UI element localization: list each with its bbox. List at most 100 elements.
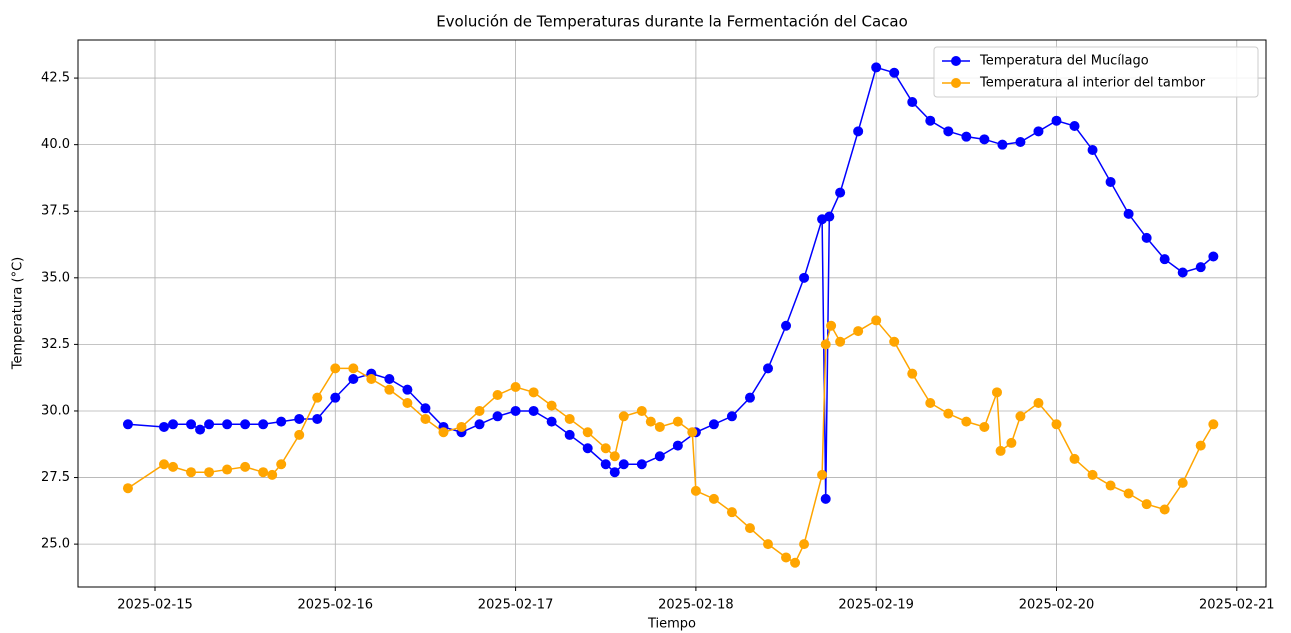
data-point [1015, 411, 1026, 422]
data-point [1177, 267, 1188, 278]
data-point [763, 363, 774, 374]
data-point [474, 419, 485, 430]
y-tick-label: 42.5 [41, 71, 70, 86]
x-tick-label: 2025-02-19 [838, 598, 914, 613]
data-point [609, 451, 620, 462]
data-point [961, 131, 972, 142]
data-point [1087, 469, 1098, 480]
data-point [961, 416, 972, 427]
data-point [168, 419, 179, 430]
data-point [492, 389, 503, 400]
data-point [835, 336, 846, 347]
data-point [925, 115, 936, 126]
data-point [528, 387, 539, 398]
data-point [582, 427, 593, 438]
data-point [826, 320, 837, 331]
data-point [871, 62, 882, 73]
data-point [744, 523, 755, 534]
data-point [1069, 453, 1080, 464]
data-point [1123, 488, 1134, 499]
data-point [366, 374, 377, 385]
data-point [726, 507, 737, 518]
data-point [122, 483, 133, 494]
data-point [1051, 115, 1062, 126]
x-tick-label: 2025-02-20 [1019, 598, 1095, 613]
data-point [708, 419, 719, 430]
data-point [564, 413, 575, 424]
data-point [853, 326, 864, 337]
data-point [1208, 251, 1219, 262]
y-tick-label: 30.0 [41, 403, 70, 418]
data-point [781, 320, 792, 331]
data-point [1087, 144, 1098, 155]
data-point [1141, 499, 1152, 510]
data-point [799, 272, 810, 283]
series-line [127, 66, 1214, 499]
data-point [1195, 440, 1206, 451]
data-point [820, 339, 831, 350]
data-point [1051, 419, 1062, 430]
data-point [817, 469, 828, 480]
data-point [979, 421, 990, 432]
data-point [1141, 232, 1152, 243]
x-tick-label: 2025-02-21 [1199, 598, 1275, 613]
data-point [925, 397, 936, 408]
data-point [1159, 504, 1170, 515]
data-point [799, 539, 810, 550]
data-point [384, 374, 395, 385]
data-point [600, 459, 611, 470]
data-point [276, 416, 287, 427]
data-point [907, 368, 918, 379]
plot-frame [77, 39, 1267, 588]
y-tick-label: 25.0 [41, 537, 70, 552]
data-point [546, 416, 557, 427]
data-point [348, 374, 359, 385]
data-point [402, 397, 413, 408]
data-point [991, 387, 1002, 398]
data-point [312, 413, 323, 424]
data-point [645, 416, 656, 427]
data-point [510, 405, 521, 416]
y-tick-label: 27.5 [41, 470, 70, 485]
data-point [1123, 208, 1134, 219]
legend-label: Temperatura al interior del tambor [979, 76, 1206, 91]
y-tick-label: 40.0 [41, 137, 70, 152]
data-point [582, 443, 593, 454]
data-point [824, 211, 835, 222]
x-tick-label: 2025-02-16 [298, 598, 374, 613]
data-point [492, 411, 503, 422]
data-point [384, 384, 395, 395]
data-point [528, 405, 539, 416]
data-point [348, 363, 359, 374]
data-point [654, 421, 665, 432]
data-point [943, 408, 954, 419]
data-point [420, 403, 431, 414]
data-point [1177, 477, 1188, 488]
data-point [907, 97, 918, 108]
legend-label: Temperatura del Mucílago [979, 54, 1149, 69]
data-point [258, 419, 269, 430]
data-point [790, 557, 801, 568]
data-point [240, 419, 251, 430]
x-tick-label: 2025-02-17 [478, 598, 554, 613]
data-point [1195, 262, 1206, 273]
data-point [889, 67, 900, 78]
data-point [420, 413, 431, 424]
data-point [654, 451, 665, 462]
y-tick-label: 37.5 [41, 204, 70, 219]
data-point [618, 459, 629, 470]
data-point [1015, 136, 1026, 147]
data-point [159, 421, 170, 432]
data-point [456, 421, 467, 432]
data-point [708, 493, 719, 504]
data-point [995, 445, 1006, 456]
data-point [240, 461, 251, 472]
legend-marker [951, 56, 961, 66]
data-point [312, 392, 323, 403]
data-point [438, 427, 449, 438]
x-tick-label: 2025-02-15 [117, 598, 193, 613]
data-point [763, 539, 774, 550]
data-point [853, 126, 864, 137]
data-point [276, 459, 287, 470]
